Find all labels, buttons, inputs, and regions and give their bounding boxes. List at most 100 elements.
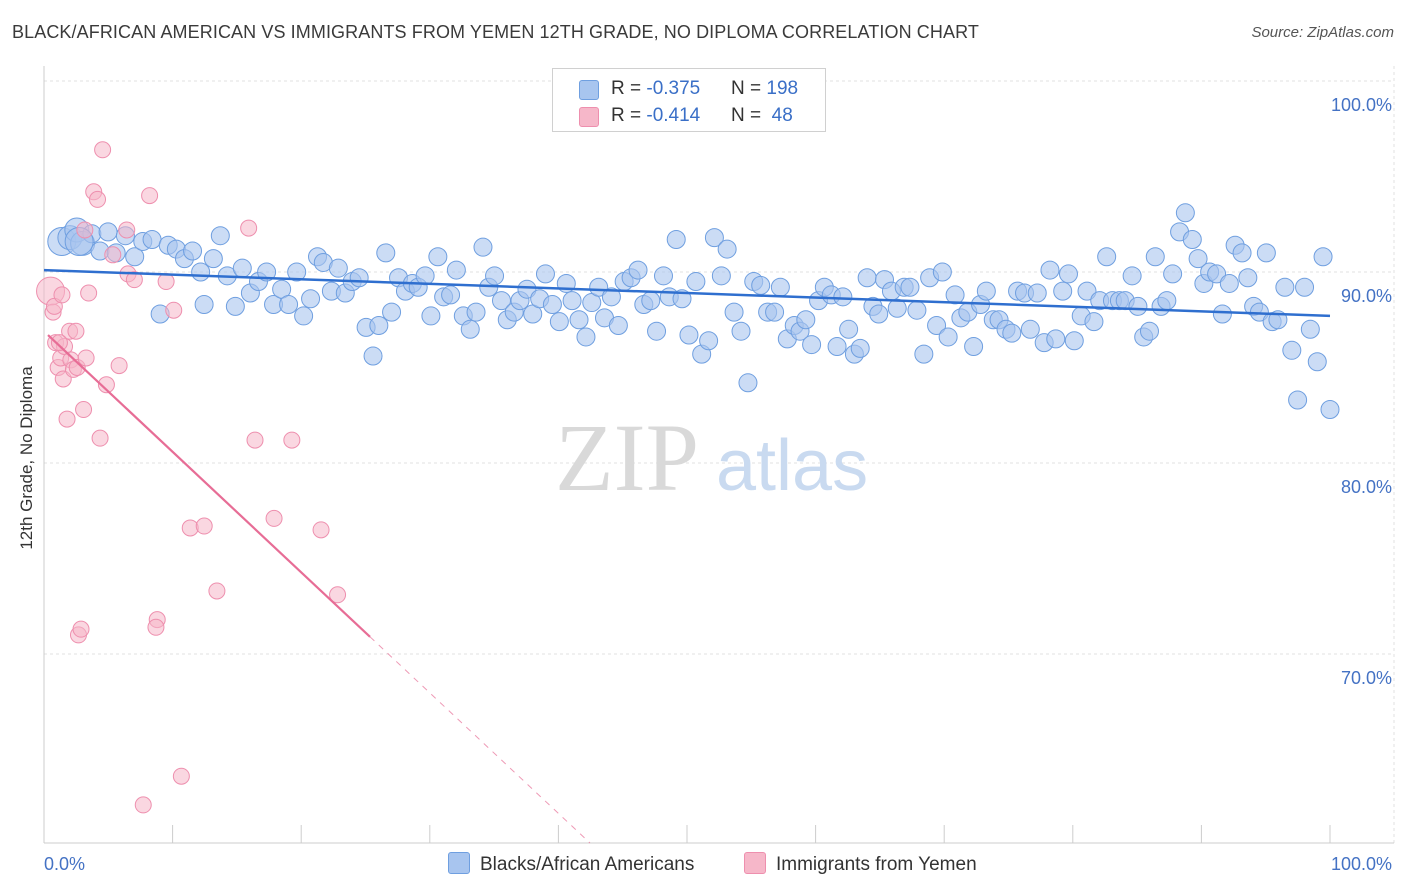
point-blacks	[183, 241, 203, 261]
point-yemen	[118, 221, 136, 239]
point-blacks	[589, 277, 609, 297]
point-blacks	[1027, 283, 1047, 303]
point-yemen	[125, 271, 143, 289]
point-blacks	[731, 321, 751, 341]
point-blacks	[1212, 304, 1232, 324]
point-blacks	[1307, 352, 1327, 372]
point-blacks	[699, 331, 719, 351]
point-blacks	[1157, 291, 1177, 311]
point-blacks	[927, 315, 947, 335]
point-blacks	[751, 275, 771, 295]
point-blacks	[1256, 243, 1276, 263]
point-blacks	[441, 285, 461, 305]
point-blacks	[857, 268, 877, 288]
point-blacks	[1058, 264, 1078, 284]
point-blacks	[203, 249, 223, 269]
point-blacks	[446, 260, 466, 280]
point-blacks	[1238, 268, 1258, 288]
point-blacks	[679, 325, 699, 345]
point-blacks	[945, 285, 965, 305]
point-blacks	[1077, 281, 1097, 301]
point-yemen	[91, 429, 109, 447]
point-blacks	[686, 272, 706, 292]
y-tick-label: 70.0%	[1341, 668, 1392, 688]
point-yemen	[67, 322, 85, 340]
point-blacks	[666, 230, 686, 250]
point-blacks	[850, 338, 870, 358]
point-blacks	[257, 262, 277, 282]
point-yemen	[94, 141, 112, 159]
legend-swatch-blue	[448, 852, 470, 874]
legend-swatch-pink	[744, 852, 766, 874]
point-blacks	[562, 291, 582, 311]
point-yemen	[246, 431, 264, 449]
point-blacks	[549, 312, 569, 332]
point-blacks	[194, 294, 214, 314]
point-blacks	[704, 228, 724, 248]
point-yemen	[195, 517, 213, 535]
point-yemen	[172, 767, 190, 785]
point-blacks	[724, 302, 744, 322]
point-yemen	[72, 620, 90, 638]
legend-n-value: 48	[766, 105, 793, 126]
point-blacks	[1145, 247, 1165, 267]
point-blacks	[1313, 247, 1333, 267]
point-blacks	[833, 287, 853, 307]
point-blacks	[1175, 203, 1195, 223]
legend-n-value: 198	[766, 78, 799, 99]
point-blacks	[717, 239, 737, 259]
y-axis-label: 12th Grade, No Diploma	[17, 366, 36, 550]
legend-r-value: -0.414	[646, 105, 701, 126]
point-blacks	[1275, 277, 1295, 297]
legend-label-blacks: Blacks/African Americans	[480, 854, 695, 875]
point-blacks	[369, 315, 389, 335]
point-blacks	[641, 291, 661, 311]
point-blacks	[301, 289, 321, 309]
legend-swatch-blue	[579, 80, 599, 100]
axes	[43, 66, 1394, 844]
legend-n-label: N =	[731, 78, 767, 99]
legend-row-blacks: R = -0.375 N = 198	[553, 75, 825, 101]
point-yemen	[165, 301, 183, 319]
point-blacks	[1097, 247, 1117, 267]
point-yemen	[181, 519, 199, 537]
point-blacks	[382, 302, 402, 322]
point-blacks	[1288, 390, 1308, 410]
point-blacks	[517, 279, 537, 299]
trend-lines	[43, 268, 1331, 844]
legend-item-blacks: Blacks/African Americans	[448, 852, 694, 876]
legend-label-yemen: Immigrants from Yemen	[776, 854, 977, 875]
point-yemen	[76, 221, 94, 239]
point-blacks	[210, 226, 230, 246]
point-blacks	[1320, 400, 1340, 420]
point-blacks	[711, 266, 731, 286]
legend-r-value: -0.375	[646, 78, 701, 99]
point-yemen	[265, 509, 283, 527]
point-blacks	[914, 344, 934, 364]
point-blacks	[125, 247, 145, 267]
point-blacks	[473, 237, 493, 257]
tick-labels: 70.0% 80.0% 90.0% 100.0% 0.0% 100.0%	[44, 95, 1392, 874]
watermark-atlas: atlas	[716, 426, 868, 506]
point-yemen	[75, 401, 93, 419]
point-blacks	[1207, 264, 1227, 284]
series-blacks-points	[47, 203, 1340, 420]
point-blacks	[535, 264, 555, 284]
point-blacks	[827, 336, 847, 356]
point-blacks	[1182, 230, 1202, 250]
point-blacks	[765, 302, 785, 322]
point-blacks	[279, 294, 299, 314]
point-blacks	[802, 335, 822, 355]
point-blacks	[1053, 281, 1073, 301]
point-blacks	[569, 310, 589, 330]
watermark-zip: ZIP	[555, 404, 699, 511]
point-yemen	[329, 586, 347, 604]
point-blacks	[485, 266, 505, 286]
point-blacks	[1219, 273, 1239, 293]
point-blacks	[1300, 319, 1320, 339]
point-blacks	[608, 315, 628, 335]
point-yemen	[134, 796, 152, 814]
point-blacks	[1188, 249, 1208, 269]
legend-r-label: R =	[611, 78, 647, 99]
